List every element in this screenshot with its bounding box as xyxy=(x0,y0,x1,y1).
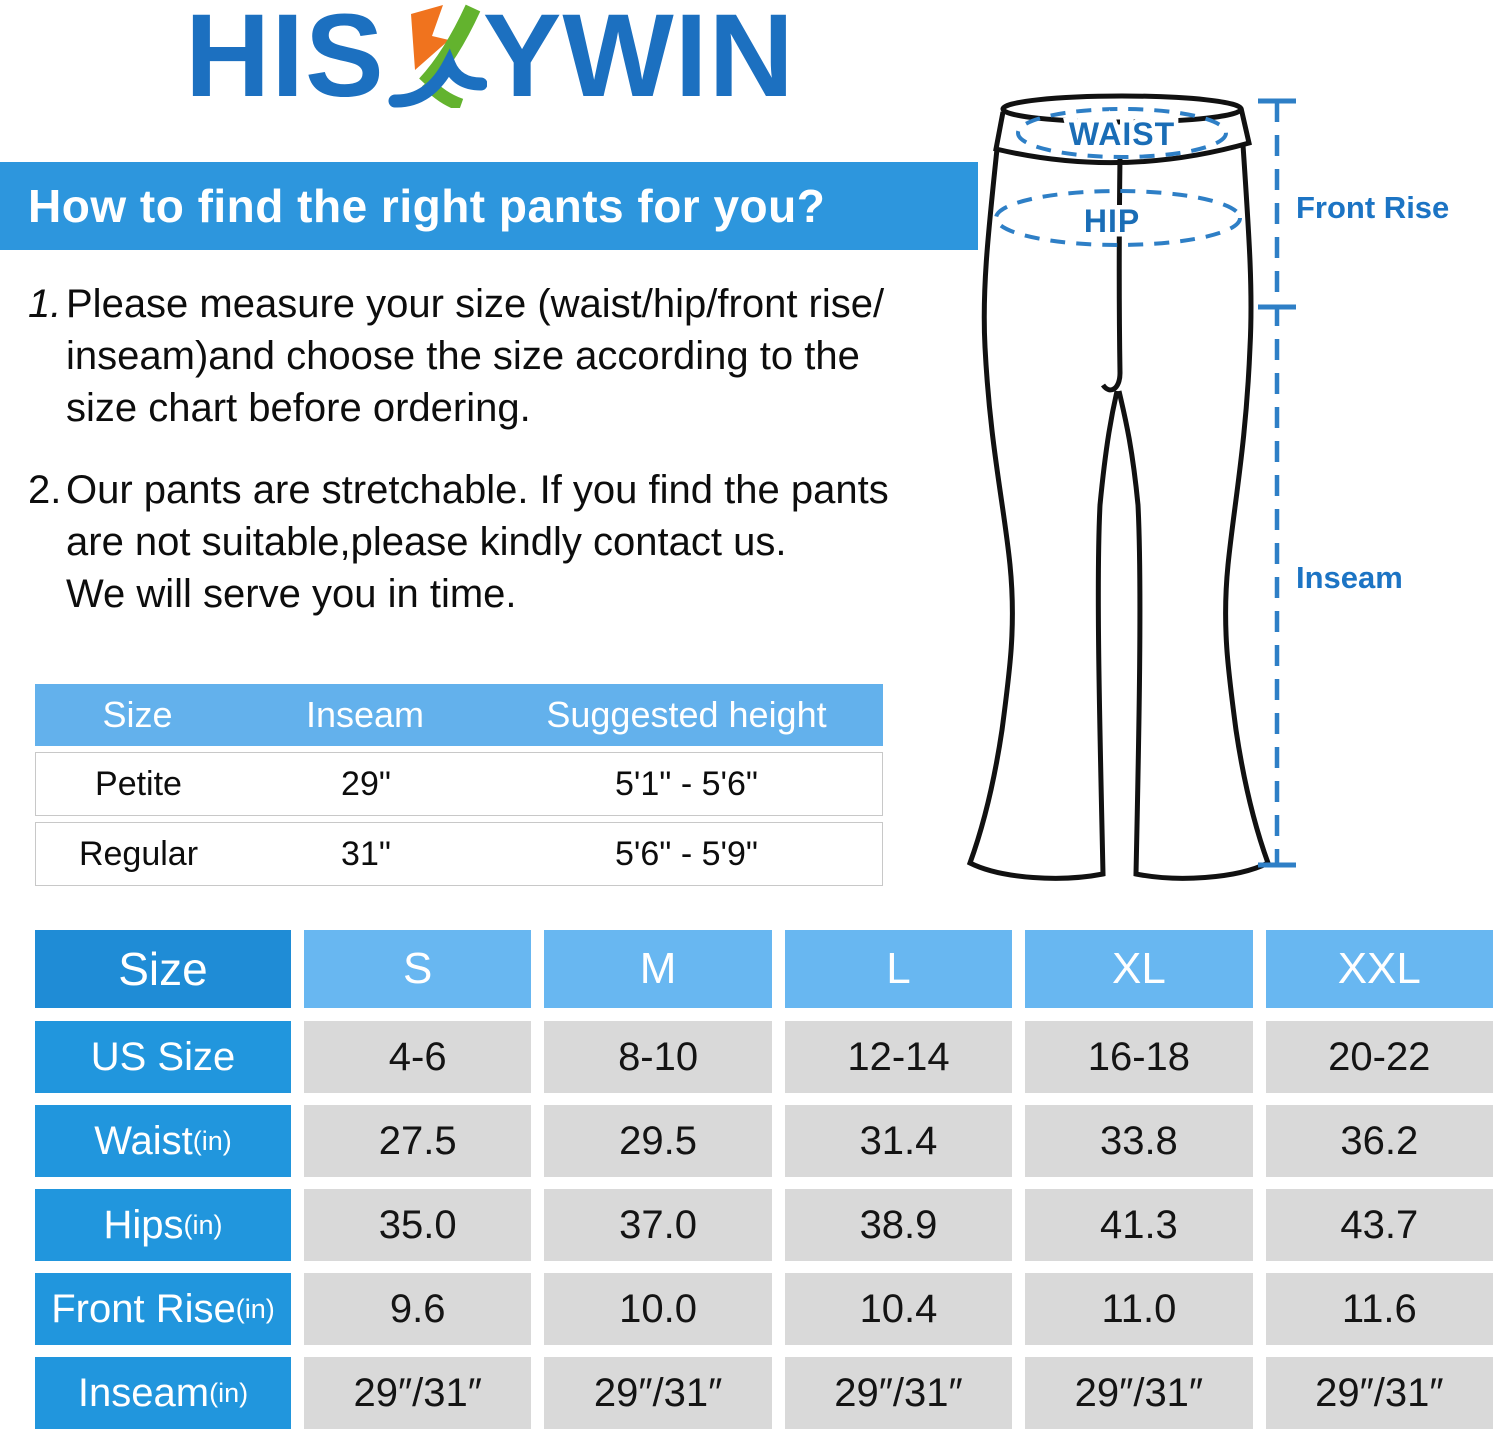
logo-text-left: HIS xyxy=(185,0,385,122)
measurement-ellipses xyxy=(994,107,1242,247)
cell-waist-xxl: 36.2 xyxy=(1265,1105,1493,1177)
pants-measurement-diagram: WAIST HIP Front Rise Inseam xyxy=(966,93,1449,881)
logo-text-right: YWIN xyxy=(482,0,795,122)
inseam-label: Inseam xyxy=(1296,560,1403,595)
cell-front-rise-xxl: 11.6 xyxy=(1265,1273,1493,1345)
instruction-text: Our pants are stretchable. If you find t… xyxy=(66,468,889,616)
row-label-unit: (in) xyxy=(192,1125,232,1156)
cell-hips-xxl: 43.7 xyxy=(1265,1189,1493,1261)
row-label-unit: (in) xyxy=(209,1377,249,1408)
cell-hips-l: 38.9 xyxy=(784,1189,1013,1261)
header-cell-xxl: XXL xyxy=(1265,930,1493,1008)
cell-inseam-m: 29″/31″ xyxy=(544,1357,772,1429)
row-us-size: US Size 4-6 8-10 12-14 16-18 20-22 xyxy=(35,1021,1493,1093)
cell-us-size-l: 12-14 xyxy=(784,1021,1013,1093)
row-label-unit: (in) xyxy=(183,1209,223,1240)
cell-hips-xl: 41.3 xyxy=(1025,1189,1253,1261)
front-rise-label: Front Rise xyxy=(1296,190,1449,225)
row-hips: Hips (in) 35.0 37.0 38.9 41.3 43.7 xyxy=(35,1189,1493,1261)
header-cell-size: Size xyxy=(35,930,291,1008)
header-cell-m: M xyxy=(544,930,772,1008)
pants-outline xyxy=(966,93,1272,881)
cell-us-size-xl: 16-18 xyxy=(1025,1021,1253,1093)
waist-dashed-ellipse xyxy=(1016,107,1228,159)
row-label-text: Waist xyxy=(94,1118,193,1163)
row-label-text: Inseam xyxy=(77,1370,210,1415)
cell-height: 5'6" - 5'9" xyxy=(615,834,758,873)
header-cell-l: L xyxy=(784,930,1013,1008)
instruction-item-1: 1. Please measure your size (waist/hip/f… xyxy=(28,278,973,434)
row-label: Waist (in) xyxy=(35,1105,291,1177)
row-front-rise: Front Rise (in) 9.6 10.0 10.4 11.0 11.6 xyxy=(35,1273,1493,1345)
cell-front-rise-m: 10.0 xyxy=(544,1273,772,1345)
inseam-height-table: Size Inseam Suggested height Petite 29" … xyxy=(35,684,883,886)
row-label-unit: (in) xyxy=(235,1293,275,1324)
logo-running-figure-icon xyxy=(388,4,487,108)
cell-size: Petite xyxy=(95,764,182,803)
heading-banner: How to find the right pants for you? xyxy=(0,162,978,250)
cell-waist-s: 27.5 xyxy=(304,1105,532,1177)
cell-us-size-m: 8-10 xyxy=(544,1021,772,1093)
instruction-item-2: 2. Our pants are stretchable. If you fin… xyxy=(28,464,973,620)
cell-us-size-xxl: 20-22 xyxy=(1265,1021,1493,1093)
cell-waist-l: 31.4 xyxy=(784,1105,1013,1177)
row-label-text: Hips xyxy=(103,1202,184,1247)
cell-height: 5'1" - 5'6" xyxy=(615,764,758,803)
brand-logo: HIS YWIN xyxy=(185,0,795,122)
hip-dashed-ellipse xyxy=(994,189,1242,247)
row-label: US Size xyxy=(35,1021,291,1093)
header-cell-s: S xyxy=(304,930,532,1008)
cell-front-rise-l: 10.4 xyxy=(784,1273,1013,1345)
column-header-size: Size xyxy=(102,694,173,735)
waist-label: WAIST xyxy=(1069,116,1175,152)
inseam-table-header-row: Size Inseam Suggested height xyxy=(35,684,883,746)
size-chart-header-row: Size S M L XL XXL xyxy=(35,930,1493,1008)
column-header-inseam: Inseam xyxy=(305,694,425,735)
cell-hips-m: 37.0 xyxy=(544,1189,772,1261)
row-label-text: US Size xyxy=(90,1034,236,1079)
instruction-number: 1. xyxy=(28,282,62,326)
row-waist: Waist (in) 27.5 29.5 31.4 33.8 36.2 xyxy=(35,1105,1493,1177)
cell-inseam: 31" xyxy=(341,834,391,873)
hip-label: HIP xyxy=(1084,203,1140,239)
cell-front-rise-xl: 11.0 xyxy=(1025,1273,1253,1345)
cell-waist-m: 29.5 xyxy=(544,1105,772,1177)
table-row-petite: Petite 29" 5'1" - 5'6" xyxy=(35,752,883,816)
measure-line xyxy=(1258,98,1296,868)
cell-inseam-l: 29″/31″ xyxy=(784,1357,1013,1429)
instruction-text: Please measure your size (waist/hip/fron… xyxy=(66,282,885,430)
cell-us-size-s: 4-6 xyxy=(304,1021,532,1093)
cell-front-rise-s: 9.6 xyxy=(304,1273,532,1345)
cell-size: Regular xyxy=(78,834,199,873)
row-label: Inseam (in) xyxy=(35,1357,291,1429)
cell-inseam-xxl: 29″/31″ xyxy=(1265,1357,1493,1429)
cell-inseam: 29" xyxy=(341,764,391,803)
cell-waist-xl: 33.8 xyxy=(1025,1105,1253,1177)
row-label-text: Front Rise xyxy=(51,1286,236,1331)
cell-inseam-s: 29″/31″ xyxy=(304,1357,532,1429)
instruction-number: 2. xyxy=(28,468,62,512)
column-header-suggested-height: Suggested height xyxy=(546,694,827,735)
row-label: Front Rise (in) xyxy=(35,1273,291,1345)
page-title: How to find the right pants for you? xyxy=(28,180,826,232)
table-row-regular: Regular 31" 5'6" - 5'9" xyxy=(35,822,883,886)
row-inseam: Inseam (in) 29″/31″ 29″/31″ 29″/31″ 29″/3… xyxy=(35,1357,1493,1429)
header-cell-xl: XL xyxy=(1025,930,1253,1008)
cell-hips-s: 35.0 xyxy=(304,1189,532,1261)
size-chart-table: Size S M L XL XXL US Size 4-6 8-10 12-14… xyxy=(35,930,1493,1430)
cell-inseam-xl: 29″/31″ xyxy=(1025,1357,1253,1429)
row-label: Hips (in) xyxy=(35,1189,291,1261)
